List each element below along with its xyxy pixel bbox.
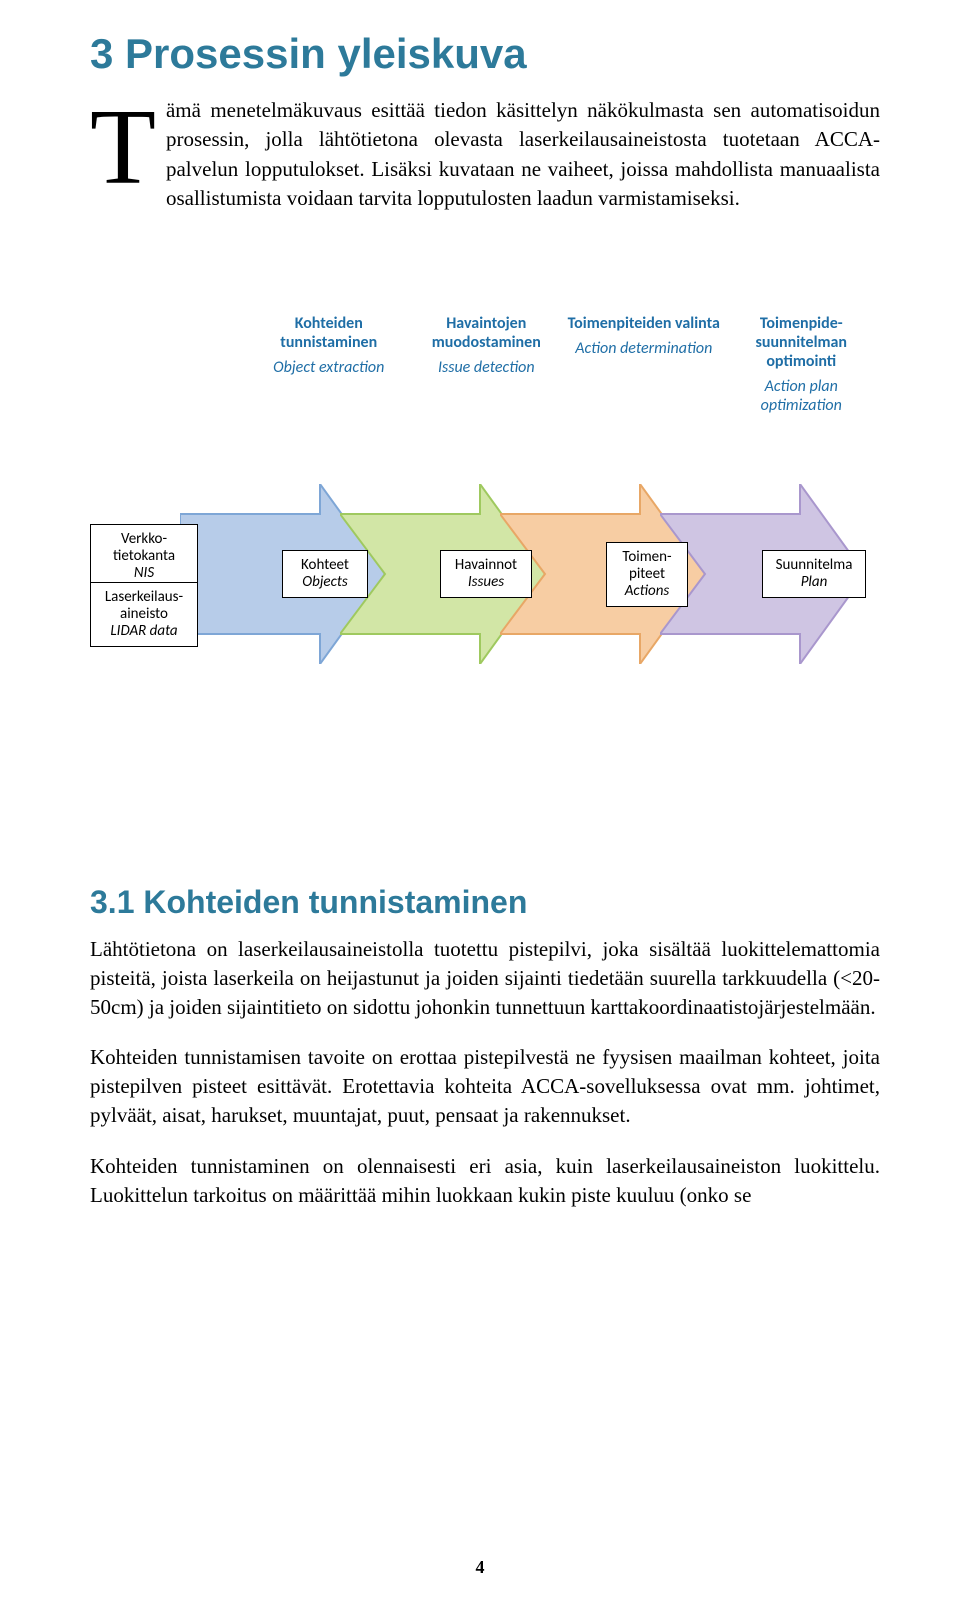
box-plan-l2: Plan: [771, 574, 857, 591]
step-4-fi: Toimenpide-suunnitelman optimointi: [723, 314, 881, 372]
box-objects: Kohteet Objects: [282, 550, 368, 599]
box-lidar-l3: LIDAR data: [99, 623, 189, 640]
intro-paragraph: Tämä menetelmäkuvaus esittää tiedon käsi…: [90, 96, 880, 214]
box-issues-l1: Havainnot: [455, 556, 517, 574]
box-issues: Havainnot Issues: [440, 550, 532, 599]
box-actions-l3: Actions: [615, 583, 679, 600]
step-4-en: Action plan optimization: [723, 377, 881, 415]
step-3-fi: Toimenpiteiden valinta: [565, 314, 723, 333]
box-input-lidar: Laserkeilaus- aineisto LIDAR data: [90, 582, 198, 648]
step-3-en: Action determination: [565, 339, 723, 358]
page-number: 4: [0, 1557, 960, 1578]
box-nis-l1: Verkko-: [121, 530, 167, 548]
step-label-2: Havaintojen muodostaminen Issue detectio…: [408, 314, 566, 416]
intro-text: ämä menetelmäkuvaus esittää tiedon käsit…: [166, 98, 880, 210]
step-label-1: Kohteiden tunnistaminen Object extractio…: [250, 314, 408, 416]
paragraph-1: Lähtötietona on laserkeilausaineistolla …: [90, 935, 880, 1022]
box-lidar-l1: Laserkeilaus-: [105, 588, 183, 606]
box-actions-l2: piteet: [629, 565, 665, 583]
box-nis-l3: NIS: [99, 565, 189, 582]
paragraph-3: Kohteiden tunnistaminen on olennaisesti …: [90, 1152, 880, 1210]
box-objects-l1: Kohteet: [301, 556, 349, 574]
step-1-fi: Kohteiden tunnistaminen: [250, 314, 408, 352]
heading-1: 3 Prosessin yleiskuva: [90, 30, 880, 78]
box-plan-l1: Suunnitelma: [776, 556, 853, 574]
step-label-3: Toimenpiteiden valinta Action determinat…: [565, 314, 723, 416]
process-diagram: Kohteiden tunnistaminen Object extractio…: [90, 314, 880, 734]
paragraph-2: Kohteiden tunnistamisen tavoite on erott…: [90, 1043, 880, 1130]
box-input-nis: Verkko- tietokanta NIS: [90, 524, 198, 590]
box-lidar-l2: aineisto: [120, 605, 168, 623]
step-labels-row: Kohteiden tunnistaminen Object extractio…: [90, 314, 880, 416]
box-actions-l1: Toimen-: [622, 548, 671, 566]
box-issues-l2: Issues: [449, 574, 523, 591]
box-actions: Toimen- piteet Actions: [606, 542, 688, 608]
box-objects-l2: Objects: [291, 574, 359, 591]
drop-cap: T: [90, 102, 156, 194]
step-2-en: Issue detection: [408, 358, 566, 377]
step-1-en: Object extraction: [250, 358, 408, 377]
step-label-4: Toimenpide-suunnitelman optimointi Actio…: [723, 314, 881, 416]
step-2-fi: Havaintojen muodostaminen: [408, 314, 566, 352]
heading-2: 3.1 Kohteiden tunnistaminen: [90, 884, 880, 921]
box-plan: Suunnitelma Plan: [762, 550, 866, 599]
box-nis-l2: tietokanta: [113, 547, 175, 565]
